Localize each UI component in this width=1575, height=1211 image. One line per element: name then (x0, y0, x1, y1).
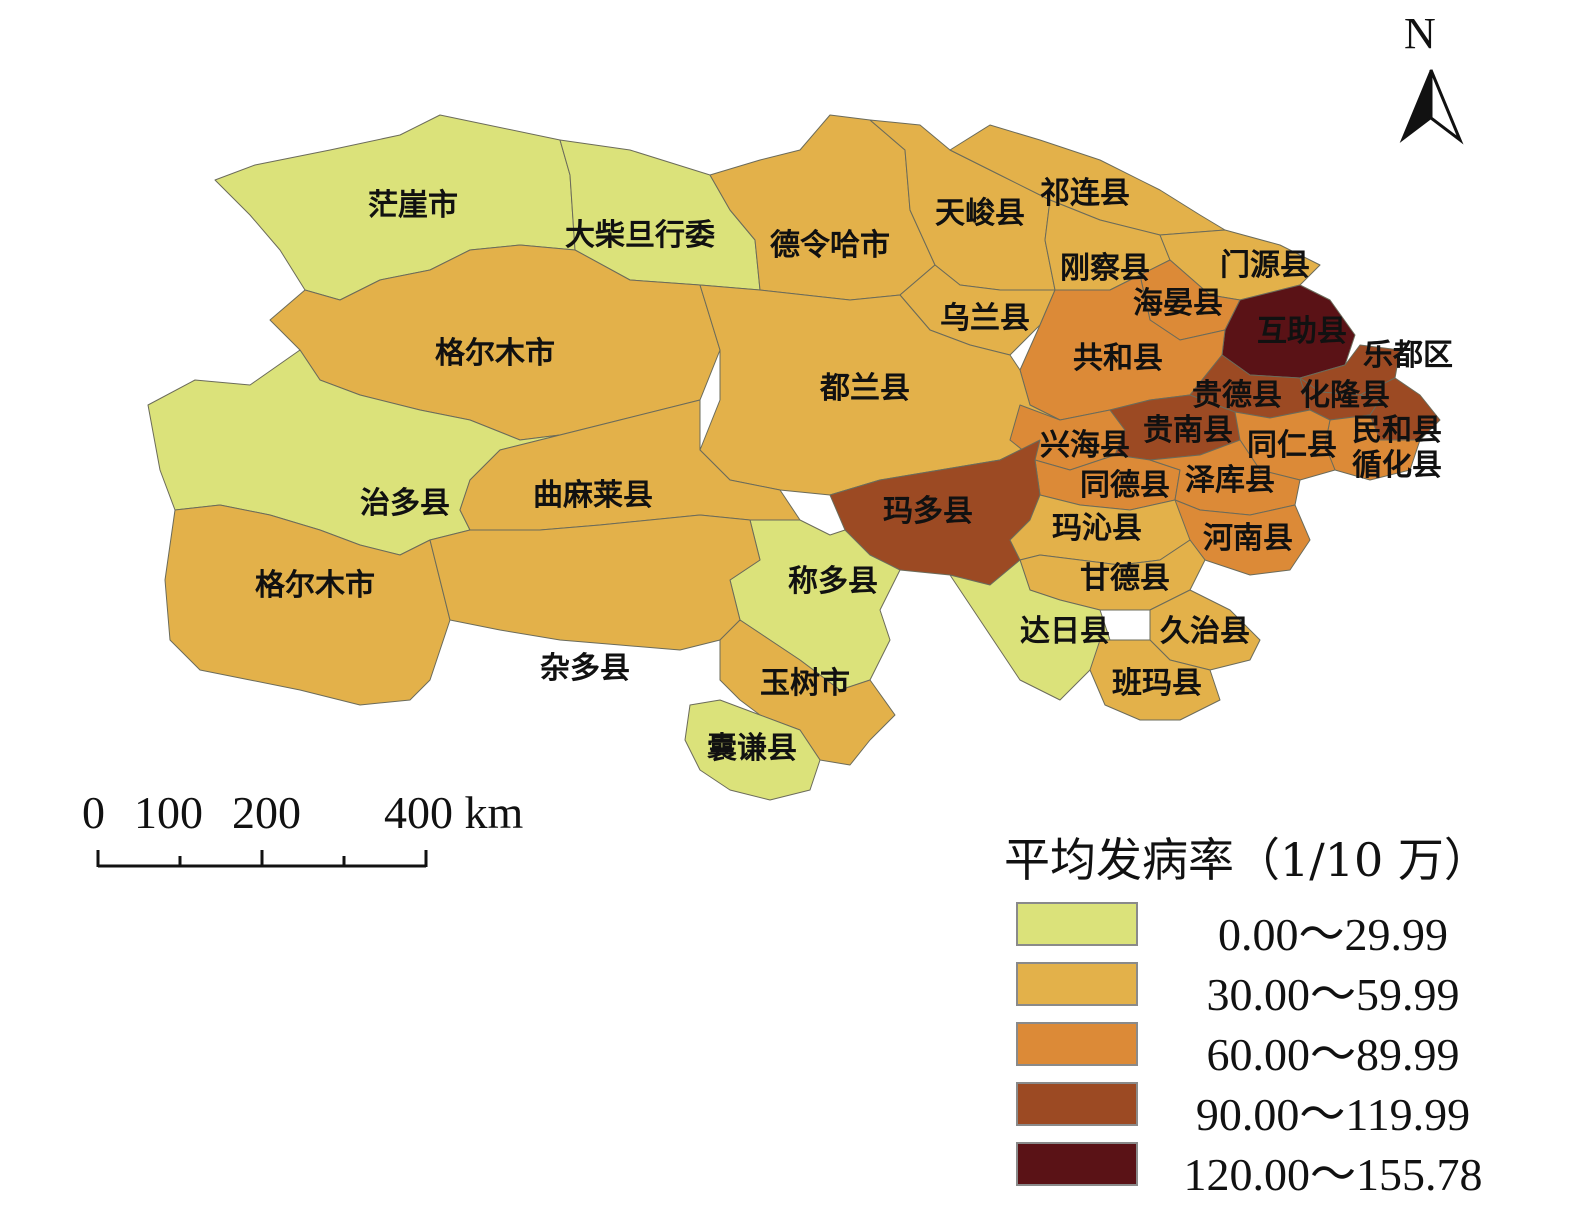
scale-tick-label: 0 (82, 787, 105, 838)
legend-item: 60.00～89.99 (1016, 1022, 1556, 1080)
region-label: 甘德县 (1080, 561, 1170, 596)
region-label: 玛多县 (883, 494, 973, 529)
north-arrow-icon (1399, 69, 1464, 145)
scale-bar (96, 850, 428, 868)
region-label: 囊谦县 (707, 731, 797, 766)
region-label: 民和县 (1352, 413, 1442, 448)
region-label: 循化县 (1352, 448, 1442, 483)
scale-tick-label: 400 km (384, 787, 524, 838)
region-label: 乐都区 (1363, 338, 1453, 373)
region-label: 茫崖市 (368, 188, 458, 223)
region-label: 海晏县 (1133, 286, 1223, 321)
region (949, 124, 1226, 236)
region-label: 同德县 (1080, 468, 1170, 503)
legend-swatch (1016, 1082, 1138, 1126)
region-label: 达日县 (1020, 614, 1110, 649)
region-label: 贵德县 (1192, 378, 1282, 413)
region-label: 门源县 (1220, 248, 1310, 283)
north-label: N (1404, 9, 1436, 58)
legend-swatch (1016, 962, 1138, 1006)
legend-item: 90.00～119.99 (1016, 1082, 1556, 1140)
legend-swatch (1016, 1142, 1138, 1186)
region-label: 互助县 (1257, 314, 1347, 349)
region (1089, 639, 1221, 721)
region (164, 504, 451, 706)
region-label: 天峻县 (935, 196, 1025, 231)
region-label: 治多县 (360, 486, 450, 521)
region-label: 都兰县 (819, 371, 910, 406)
legend-item: 120.00～155.78 (1016, 1142, 1556, 1200)
legend-label: 60.00～89.99 (1206, 1029, 1460, 1080)
region-label: 格尔木市 (255, 568, 375, 603)
region-label: 乌兰县 (940, 301, 1030, 336)
legend-label: 0.00～29.99 (1218, 909, 1448, 960)
legend-label: 90.00～119.99 (1195, 1089, 1471, 1140)
legend-label: 120.00～155.78 (1183, 1149, 1483, 1200)
scale-tick-label: 100 (134, 787, 203, 838)
region-label: 祁连县 (1040, 176, 1130, 211)
region-label: 久治县 (1160, 614, 1250, 649)
region-label: 称多县 (788, 564, 878, 599)
region (719, 619, 896, 766)
region-label: 兴海县 (1040, 428, 1130, 463)
legend-swatch (1016, 1022, 1138, 1066)
legend-item: 30.00～59.99 (1016, 962, 1556, 1020)
region-label: 杂多县 (540, 651, 630, 686)
region-label: 大柴旦行委 (565, 218, 715, 253)
region (429, 514, 761, 651)
region-label: 刚察县 (1060, 251, 1150, 286)
region-label: 格尔木市 (435, 336, 555, 371)
region-label: 河南县 (1203, 521, 1293, 556)
region-label: 贵南县 (1143, 413, 1233, 448)
scale-tick-label: 200 (232, 787, 301, 838)
region-label: 玉树市 (760, 666, 850, 701)
region (684, 699, 821, 801)
legend-item: 0.00～29.99 (1016, 902, 1556, 960)
legend-label: 30.00～59.99 (1206, 969, 1460, 1020)
region-label: 泽库县 (1185, 463, 1275, 498)
region-label: 德令哈市 (770, 228, 890, 263)
legend-swatch (1016, 902, 1138, 946)
region-label: 共和县 (1073, 341, 1163, 376)
region-label: 同仁县 (1247, 428, 1337, 463)
region-label: 玛沁县 (1052, 511, 1142, 546)
region-label: 化隆县 (1300, 378, 1390, 413)
region-label: 班玛县 (1112, 666, 1202, 701)
legend-title: 平均发病率（1/10 万） (1004, 833, 1490, 887)
region-label: 曲麻莱县 (533, 478, 653, 513)
